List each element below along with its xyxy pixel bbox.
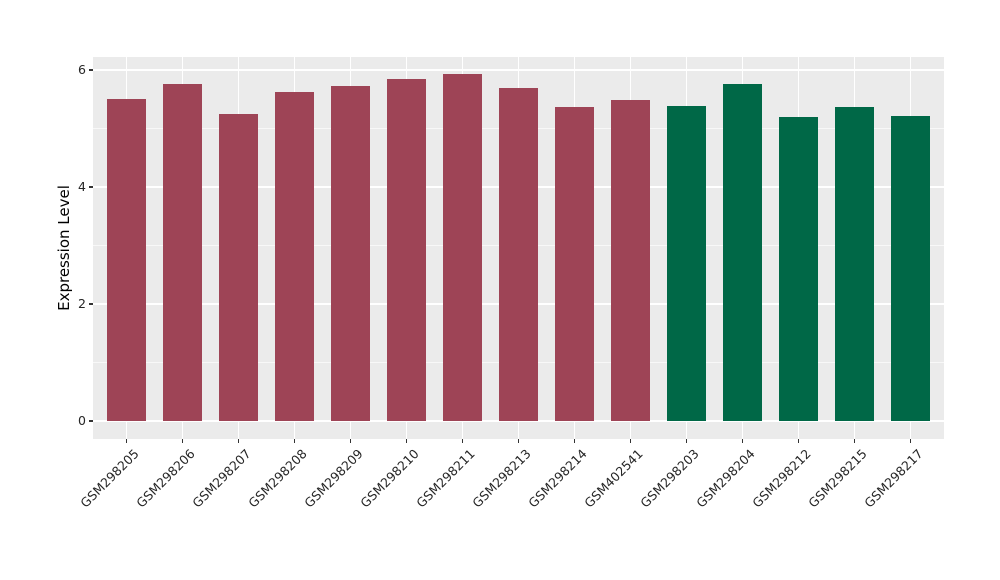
x-axis-tick xyxy=(461,439,464,443)
x-tick-label: GSM298211 xyxy=(413,446,479,511)
bar-GSM298203 xyxy=(666,106,707,421)
y-axis-tick xyxy=(89,186,93,188)
x-axis-tick xyxy=(797,439,800,443)
x-tick-label: GSM298214 xyxy=(525,446,591,511)
x-tick-label: GSM298207 xyxy=(189,446,255,511)
x-axis-tick xyxy=(181,439,184,443)
x-axis-tick xyxy=(405,439,408,443)
x-tick-label: GSM298212 xyxy=(749,446,815,511)
x-axis-tick xyxy=(629,439,632,443)
x-tick-label: GSM402541 xyxy=(581,446,647,511)
x-axis-tick xyxy=(293,439,296,443)
y-tick-label: 6 xyxy=(78,62,86,77)
bar-GSM298213 xyxy=(498,87,539,421)
bar-GSM298212 xyxy=(778,117,818,421)
y-tick-label: 0 xyxy=(78,413,86,428)
x-tick-label: GSM298213 xyxy=(469,446,535,511)
bar-GSM298205 xyxy=(107,99,147,422)
x-tick-label: GSM298215 xyxy=(805,446,871,511)
bar-GSM298208 xyxy=(275,91,315,421)
x-tick-label: GSM298203 xyxy=(637,446,703,511)
x-tick-label: GSM298209 xyxy=(301,446,367,511)
bar-GSM298214 xyxy=(554,107,595,421)
bar-GSM298206 xyxy=(163,83,203,421)
bar-GSM298217 xyxy=(890,115,930,421)
x-axis-tick xyxy=(237,439,240,443)
y-axis-title: Expression Level xyxy=(55,185,73,311)
y-tick-label: 4 xyxy=(78,179,86,194)
bar-GSM298211 xyxy=(442,74,483,421)
x-axis-tick xyxy=(853,439,856,443)
bar-GSM298215 xyxy=(834,106,874,421)
y-axis-tick xyxy=(89,420,93,422)
x-axis-tick xyxy=(741,439,744,443)
x-axis-tick xyxy=(125,439,128,443)
y-axis-tick xyxy=(89,303,93,305)
x-tick-label: GSM298204 xyxy=(693,446,759,511)
x-axis-tick xyxy=(517,439,520,443)
y-axis-tick xyxy=(89,69,93,71)
x-axis-tick xyxy=(573,439,576,443)
x-tick-label: GSM298210 xyxy=(357,446,423,511)
bar-GSM298204 xyxy=(722,83,763,421)
bar-GSM298210 xyxy=(386,79,427,421)
bar-GSM402541 xyxy=(610,100,651,421)
x-axis-tick xyxy=(349,439,352,443)
x-tick-label: GSM298205 xyxy=(77,446,143,511)
x-axis-tick xyxy=(685,439,688,443)
x-tick-label: GSM298208 xyxy=(245,446,311,511)
bar-GSM298209 xyxy=(330,85,371,421)
x-axis-tick xyxy=(909,439,912,443)
y-tick-label: 2 xyxy=(78,296,86,311)
bar-GSM298207 xyxy=(219,113,259,421)
x-tick-label: GSM298206 xyxy=(133,446,199,511)
x-tick-label: GSM298217 xyxy=(861,446,927,511)
